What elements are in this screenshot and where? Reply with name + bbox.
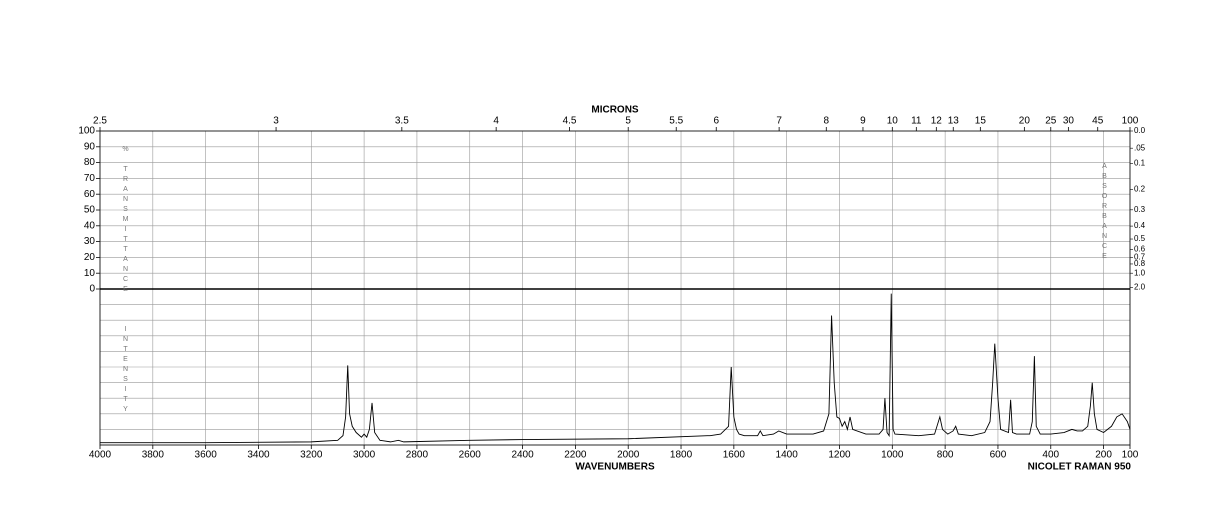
x2-tick-label: 30 <box>1063 116 1075 127</box>
y2-tick-label: 0.6 <box>1134 244 1146 253</box>
y2-tick-label: 0.5 <box>1134 234 1146 243</box>
x-tick-label: 400 <box>1042 450 1059 461</box>
x2-tick-label: 45 <box>1092 116 1104 127</box>
y-tick-label: 100 <box>78 126 95 137</box>
x2-tick-label: 100 <box>1122 116 1139 127</box>
x2-tick-label: 10 <box>887 116 899 127</box>
x2-tick-label: 9 <box>860 116 866 127</box>
y-tick-label: 70 <box>84 173 96 184</box>
x-tick-label: 4000 <box>89 450 112 461</box>
x-tick-label: 1000 <box>881 450 904 461</box>
x-tick-label: 200 <box>1095 450 1112 461</box>
instrument-label: NICOLET RAMAN 950 <box>1028 462 1132 473</box>
x-tick-label: 3600 <box>195 450 218 461</box>
x2-tick-label: 5.5 <box>669 116 683 127</box>
top-axis-label: MICRONS <box>591 105 639 116</box>
y-tick-label: 30 <box>84 236 96 247</box>
y-tick-label: 10 <box>84 268 96 279</box>
y2-tick-label: 0.7 <box>1134 253 1146 262</box>
spectrum-line <box>100 293 1131 444</box>
x-tick-label: 800 <box>937 450 954 461</box>
x-tick-label: 1600 <box>723 450 746 461</box>
x-tick-label: 2800 <box>406 450 429 461</box>
y-tick-label: 40 <box>84 220 96 231</box>
x2-tick-label: 6 <box>713 116 719 127</box>
x-tick-label: 3400 <box>247 450 270 461</box>
y-tick-label: 20 <box>84 252 96 263</box>
left-axis-label: % TRANSMITTANCE <box>122 146 129 296</box>
right-axis-label: ABSORBANCE <box>1101 163 1108 263</box>
y2-tick-label: 0.0 <box>1134 126 1146 135</box>
x-tick-label: 3000 <box>353 450 376 461</box>
y2-tick-label: 0.3 <box>1134 205 1146 214</box>
y-tick-label: 50 <box>84 205 96 216</box>
y-tick-label: 80 <box>84 157 96 168</box>
lower-axis-label: INTENSITY <box>122 326 129 416</box>
x2-tick-label: 4.5 <box>563 116 577 127</box>
x-tick-label: 1800 <box>670 450 693 461</box>
x-tick-label: 100 <box>1122 450 1139 461</box>
y2-tick-label: 2.0 <box>1134 283 1146 292</box>
x2-tick-label: 3 <box>273 116 279 127</box>
x2-tick-label: 7 <box>776 116 782 127</box>
x-axis-label: WAVENUMBERS <box>575 462 655 473</box>
x2-tick-label: 11 <box>911 116 922 127</box>
x2-tick-label: 5 <box>625 116 631 127</box>
y2-tick-label: 0.8 <box>1134 259 1146 268</box>
x-tick-label: 2000 <box>617 450 640 461</box>
x2-tick-label: 13 <box>948 116 960 127</box>
y2-tick-label: 0.4 <box>1134 221 1146 230</box>
y-tick-label: 0 <box>89 284 95 295</box>
x2-tick-label: 3.5 <box>395 116 409 127</box>
x-tick-label: 600 <box>990 450 1007 461</box>
y-tick-label: 90 <box>84 141 96 152</box>
y2-tick-label: .05 <box>1134 143 1146 152</box>
x-tick-label: 1200 <box>828 450 851 461</box>
x-tick-label: 3800 <box>142 450 165 461</box>
y-tick-label: 60 <box>84 189 96 200</box>
x2-tick-label: 25 <box>1045 116 1057 127</box>
y2-tick-label: 0.2 <box>1134 184 1146 193</box>
y2-tick-label: 1.0 <box>1134 268 1146 277</box>
x2-tick-label: 4 <box>493 116 499 127</box>
x-tick-label: 2200 <box>564 450 587 461</box>
x2-tick-label: 2.5 <box>93 116 107 127</box>
x-tick-label: 2400 <box>511 450 534 461</box>
y2-tick-label: 0.1 <box>1134 159 1146 168</box>
x-tick-label: 1400 <box>776 450 799 461</box>
x2-tick-label: 15 <box>975 116 987 127</box>
x2-tick-label: 8 <box>824 116 830 127</box>
plot-frame <box>99 130 1131 446</box>
x-tick-label: 3200 <box>300 450 323 461</box>
x2-tick-label: 20 <box>1019 116 1031 127</box>
x-tick-label: 2600 <box>459 450 482 461</box>
x2-tick-label: 12 <box>931 116 943 127</box>
